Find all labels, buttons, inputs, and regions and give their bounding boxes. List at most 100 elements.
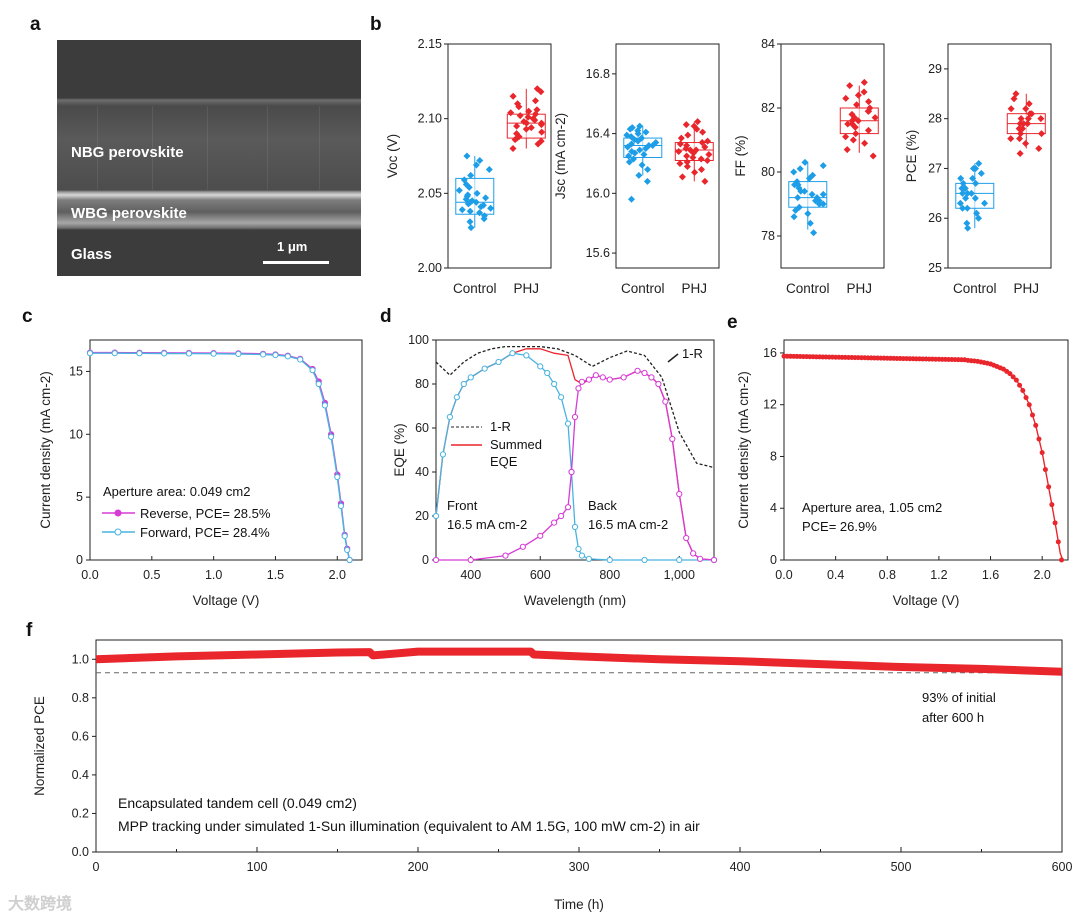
panel-d-ytick-label: 0: [422, 553, 429, 567]
panel-b-data-point: [808, 190, 816, 198]
panel-b-data-point: [973, 209, 981, 217]
panel-c-data-point: [111, 350, 118, 357]
panel-b-data-point: [623, 131, 631, 139]
panel-b-data-point: [480, 212, 488, 220]
panel-b-data-point: [625, 152, 633, 160]
panel-e-data-point: [1049, 502, 1055, 508]
panel-e-data-point: [1026, 402, 1032, 408]
panel-b-ytick-label: 2.00: [418, 261, 442, 275]
panel-c-data-point: [346, 556, 353, 564]
panel-b-data-point: [636, 146, 644, 154]
panel-b-data-point: [455, 186, 463, 194]
panel-e-ytick-label: 4: [770, 501, 777, 515]
panel-b-data-point: [520, 118, 528, 126]
panel-d-data-point: [432, 556, 440, 564]
panel-b-category-label: Control: [786, 281, 830, 296]
panel-b-data-point: [703, 156, 711, 164]
panel-d-back-value: 16.5 mA cm-2: [588, 517, 668, 532]
panel-f-xtick-label: 600: [1052, 860, 1073, 874]
panel-f-xtick-label: 500: [891, 860, 912, 874]
panel-b-category-label: Control: [953, 281, 997, 296]
panel-c-data-point: [86, 350, 94, 357]
panel-b-data-point: [854, 91, 862, 99]
panel-d-xtick-label: 600: [530, 568, 551, 582]
panel-d-data-point: [620, 374, 627, 381]
panel-e-data-point: [1007, 371, 1013, 377]
panel-b-data-point: [957, 174, 965, 182]
panel-d-data-point: [502, 552, 509, 559]
panel-b-data-point: [464, 191, 472, 199]
panel-f-annotation-conditions: MPP tracking under simulated 1-Sun illum…: [118, 818, 700, 834]
panel-letter-d: d: [380, 306, 392, 327]
panel-d-arrow: [667, 353, 679, 363]
panel-e-data-point: [1017, 382, 1023, 388]
panel-b-data-point: [964, 224, 972, 232]
panel-c-legend-label: Reverse, PCE= 28.5%: [140, 506, 271, 521]
panel-b-data-point: [790, 168, 798, 176]
panel-b-data-point: [642, 128, 650, 136]
panel-d-arrow-label: 1-R: [682, 346, 703, 361]
panel-e-xtick-label: 0.8: [879, 568, 896, 582]
panel-b-data-point: [853, 101, 861, 109]
panel-d-series-line: [436, 370, 715, 561]
panel-c-data-point: [136, 350, 143, 357]
panel-c-xtick-label: 1.0: [205, 568, 222, 582]
panel-letter-f: f: [26, 620, 33, 641]
panel-b-data-point: [964, 189, 972, 197]
panel-b-data-point: [683, 152, 691, 160]
panel-c-ylabel: Current density (mA cm-2): [38, 371, 53, 529]
panel-c-ytick-label: 5: [76, 490, 83, 504]
panel-d-data-point: [432, 512, 440, 520]
panel-c-legend-marker: [114, 528, 122, 536]
panel-f-xtick-label: 400: [730, 860, 751, 874]
panel-b-data-point: [796, 165, 804, 173]
panel-b-data-point: [1038, 130, 1046, 138]
panel-b-data-point: [690, 122, 698, 130]
panel-d-data-point: [599, 374, 606, 381]
panel-f-xtick-label: 100: [247, 860, 268, 874]
panel-d-data-point: [697, 555, 704, 563]
panel-b-data-point: [972, 179, 980, 187]
panel-b-data-point: [852, 130, 860, 138]
panel-c-data-point: [309, 367, 316, 374]
sem-label-glass: Glass: [71, 246, 112, 263]
panel-c-data-point: [210, 350, 217, 357]
watermark-logo: 大数跨境: [8, 894, 73, 913]
panel-b-data-point: [684, 131, 692, 139]
panel-c-annotation-area: Aperture area: 0.049 cm2: [103, 484, 250, 499]
panel-b-data-point: [682, 121, 690, 129]
panel-b-data-point: [795, 203, 803, 211]
panel-d-front-label: Front: [447, 498, 478, 513]
panel-b-data-point: [975, 159, 983, 167]
panel-d-data-point: [537, 363, 544, 370]
panel-b-data-point: [628, 195, 636, 203]
panel-b-ytick-label: 15.6: [586, 246, 610, 260]
sem-scale-bar: [263, 261, 329, 264]
panel-b-data-point: [683, 158, 691, 166]
panel-b-data-point: [468, 197, 476, 205]
panel-b-data-point: [860, 88, 868, 96]
panel-e-data-point: [1020, 387, 1026, 393]
panel-e-data-point: [1010, 374, 1016, 380]
panel-d-data-point: [495, 358, 502, 366]
panel-b-data-point: [971, 194, 979, 202]
panel-b-data-point: [683, 162, 691, 170]
panel-f-ytick-label: 0.8: [72, 691, 89, 705]
panel-b-data-point: [476, 209, 484, 217]
panel-d-data-point: [558, 394, 565, 401]
panel-c-xtick-label: 2.0: [329, 568, 346, 582]
panel-b-data-point: [819, 162, 827, 170]
panel-b-category-label: PHJ: [847, 281, 873, 296]
panel-b-data-point: [463, 152, 471, 160]
panel-b-data-point: [977, 169, 985, 177]
panel-d-frame: [435, 339, 715, 561]
sem-grain-boundary: [319, 106, 320, 190]
panel-e-xtick-label: 0.4: [827, 568, 844, 582]
panel-b-data-point: [476, 156, 484, 164]
panel-b-data-point: [956, 199, 964, 207]
panel-b-category-label: Control: [621, 281, 665, 296]
panel-b-data-point: [676, 140, 684, 148]
panel-b-data-point: [871, 114, 879, 122]
panel-b-ylabel: FF (%): [733, 135, 748, 176]
panel-c-frame: [89, 339, 363, 561]
